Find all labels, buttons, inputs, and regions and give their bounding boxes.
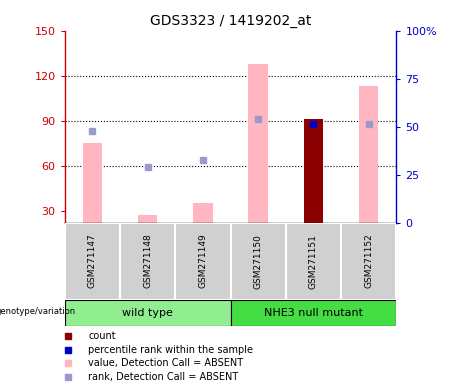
Text: GSM271152: GSM271152 — [364, 234, 373, 288]
Text: percentile rank within the sample: percentile rank within the sample — [88, 345, 253, 355]
Bar — [341, 223, 396, 300]
Text: genotype/variation: genotype/variation — [0, 307, 76, 316]
Bar — [120, 223, 175, 300]
Text: wild type: wild type — [122, 308, 173, 318]
Bar — [193, 203, 213, 223]
Text: GSM271148: GSM271148 — [143, 234, 152, 288]
Bar — [175, 223, 230, 300]
Bar — [138, 215, 157, 223]
Bar — [230, 223, 286, 300]
Text: GSM271150: GSM271150 — [254, 234, 263, 288]
Text: GSM271151: GSM271151 — [309, 234, 318, 288]
Bar — [65, 223, 120, 300]
Text: GSM271149: GSM271149 — [198, 234, 207, 288]
Bar — [304, 119, 323, 223]
Bar — [65, 300, 230, 326]
Bar — [359, 86, 378, 223]
Text: rank, Detection Call = ABSENT: rank, Detection Call = ABSENT — [88, 372, 238, 382]
Text: count: count — [88, 331, 116, 341]
Bar — [286, 223, 341, 300]
Bar — [248, 64, 268, 223]
Text: GSM271147: GSM271147 — [88, 234, 97, 288]
Bar — [230, 300, 396, 326]
Text: value, Detection Call = ABSENT: value, Detection Call = ABSENT — [88, 358, 243, 368]
Title: GDS3323 / 1419202_at: GDS3323 / 1419202_at — [150, 14, 311, 28]
Text: NHE3 null mutant: NHE3 null mutant — [264, 308, 363, 318]
Bar — [83, 143, 102, 223]
